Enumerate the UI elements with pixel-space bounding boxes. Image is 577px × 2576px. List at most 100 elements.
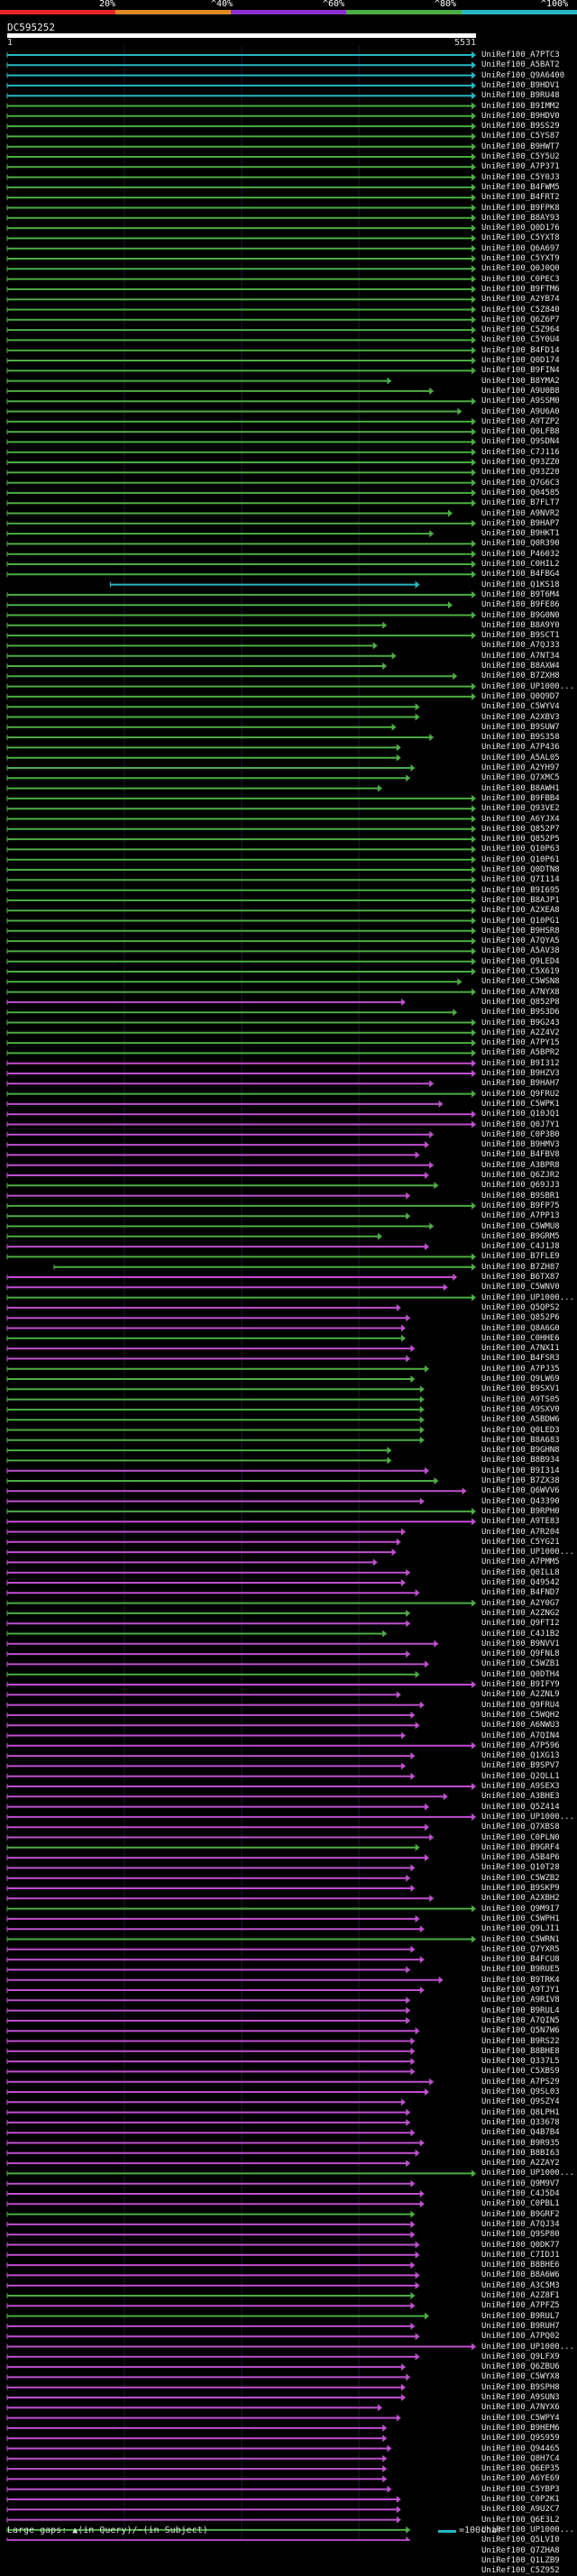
hit-label[interactable]: UniRef100_A5B4P6: [481, 1853, 560, 1863]
hit-label[interactable]: UniRef100_A2XBH2: [481, 1894, 560, 1904]
hit-label[interactable]: UniRef100_A7PY15: [481, 1038, 560, 1048]
hit-label[interactable]: UniRef100_B8AXW4: [481, 662, 560, 671]
hit-label[interactable]: UniRef100_Q8A6G0: [481, 1323, 560, 1333]
hit-label[interactable]: UniRef100_Q9M9I7: [481, 1904, 560, 1914]
hit-label[interactable]: UniRef100_B9GRM5: [481, 1231, 560, 1241]
hit-label[interactable]: UniRef100_B9I695: [481, 885, 560, 895]
hit-label[interactable]: UniRef100_B9HZV3: [481, 1069, 560, 1078]
hit-label[interactable]: UniRef100_Q43390: [481, 1496, 560, 1506]
hit-label[interactable]: UniRef100_Q0J0Q0: [481, 264, 560, 274]
hit-label[interactable]: UniRef100_Q0ILL8: [481, 1567, 560, 1577]
hit-label[interactable]: UniRef100_UP1000...: [481, 1293, 574, 1302]
hit-label[interactable]: UniRef100_B9SS29: [481, 122, 560, 132]
hit-label[interactable]: UniRef100_Q9SZY4: [481, 2097, 560, 2107]
hit-label[interactable]: UniRef100_C5Y0U4: [481, 335, 560, 345]
hit-label[interactable]: UniRef100_B9RU48: [481, 91, 560, 101]
hit-label[interactable]: UniRef100_C5WRN1: [481, 1934, 560, 1944]
hit-label[interactable]: UniRef100_C0HHE6: [481, 1333, 560, 1343]
hit-label[interactable]: UniRef100_B9SBR1: [481, 1191, 560, 1201]
hit-label[interactable]: UniRef100_A3C5M3: [481, 2280, 560, 2290]
hit-label[interactable]: UniRef100_Q1LZB9: [481, 2555, 560, 2565]
hit-label[interactable]: UniRef100_Q9LW69: [481, 1375, 560, 1384]
hit-label[interactable]: UniRef100_B9FP75: [481, 1201, 560, 1210]
hit-label[interactable]: UniRef100_Q9S959: [481, 2434, 560, 2444]
hit-label[interactable]: UniRef100_Q852P7: [481, 824, 560, 834]
hit-label[interactable]: UniRef100_C5WZB2: [481, 1873, 560, 1883]
hit-label[interactable]: UniRef100_Q5N7W6: [481, 2026, 560, 2036]
hit-label[interactable]: UniRef100_P46032: [481, 549, 560, 559]
hit-label[interactable]: UniRef100_A5BDW6: [481, 1415, 560, 1425]
hit-label[interactable]: UniRef100_C0P3B0: [481, 1129, 560, 1139]
hit-label[interactable]: UniRef100_B9S358: [481, 733, 560, 743]
hit-label[interactable]: UniRef100_Q0D176: [481, 224, 560, 233]
hit-label[interactable]: UniRef100_C5XBS9: [481, 2067, 560, 2077]
hit-label[interactable]: UniRef100_Q0J7Y1: [481, 1119, 560, 1129]
hit-label[interactable]: UniRef100_Q2QLL1: [481, 1771, 560, 1781]
hit-label[interactable]: UniRef100_Q93VE2: [481, 804, 560, 814]
hit-label[interactable]: UniRef100_A9SUN3: [481, 2393, 560, 2402]
hit-label[interactable]: UniRef100_B8A6W6: [481, 2270, 560, 2280]
hit-label[interactable]: UniRef100_Q9LJI1: [481, 1924, 560, 1934]
hit-label[interactable]: UniRef100_C7J116: [481, 447, 560, 457]
hit-label[interactable]: UniRef100_A7NT34: [481, 651, 560, 661]
hit-label[interactable]: UniRef100_A2YH97: [481, 763, 560, 772]
hit-label[interactable]: UniRef100_A7NYX6: [481, 2403, 560, 2413]
hit-label[interactable]: UniRef100_Q7G6C3: [481, 478, 560, 488]
hit-label[interactable]: UniRef100_B9R935: [481, 2138, 560, 2148]
hit-label[interactable]: UniRef100_C7IDJ1: [481, 2250, 560, 2260]
hit-label[interactable]: UniRef100_Q5QPS2: [481, 1302, 560, 1312]
hit-label[interactable]: UniRef100_B9S3D6: [481, 1008, 560, 1018]
hit-label[interactable]: UniRef100_B9T6M4: [481, 589, 560, 599]
hit-label[interactable]: UniRef100_Q6E3L2: [481, 2515, 560, 2525]
hit-label[interactable]: UniRef100_Q0R390: [481, 539, 560, 549]
hit-label[interactable]: UniRef100_B9RUH7: [481, 2321, 560, 2331]
hit-label[interactable]: UniRef100_B4FBG4: [481, 570, 560, 580]
hit-label[interactable]: UniRef100_C5WNV0: [481, 1283, 560, 1293]
hit-label[interactable]: UniRef100_C5WPH1: [481, 1914, 560, 1923]
hit-label[interactable]: UniRef100_C5YS87: [481, 132, 560, 142]
hit-label[interactable]: UniRef100_C0HIL2: [481, 560, 560, 569]
hit-label[interactable]: UniRef100_B9HKT1: [481, 529, 560, 539]
hit-label[interactable]: UniRef100_C5WSN8: [481, 977, 560, 987]
hit-label[interactable]: UniRef100_Q49542: [481, 1578, 560, 1587]
hit-label[interactable]: UniRef100_B6TX87: [481, 1273, 560, 1282]
hit-label[interactable]: UniRef100_Q33678: [481, 2117, 560, 2127]
hit-label[interactable]: UniRef100_A7QYA5: [481, 936, 560, 946]
hit-label[interactable]: UniRef100_Q9A6400: [481, 70, 565, 80]
hit-label[interactable]: UniRef100_B7ZH87: [481, 1262, 560, 1272]
hit-label[interactable]: UniRef100_Q0DK77: [481, 2240, 560, 2250]
hit-label[interactable]: UniRef100_C4J5D4: [481, 2189, 560, 2198]
hit-label[interactable]: UniRef100_A2YB74: [481, 295, 560, 305]
hit-label[interactable]: UniRef100_C5WQH2: [481, 1710, 560, 1720]
hit-label[interactable]: UniRef100_A9TJY1: [481, 1986, 560, 1995]
hit-label[interactable]: UniRef100_A9U0B8: [481, 386, 560, 396]
hit-label[interactable]: UniRef100_B8AY93: [481, 213, 560, 223]
hit-label[interactable]: UniRef100_B8AJP1: [481, 895, 560, 905]
hit-label[interactable]: UniRef100_A7P436: [481, 743, 560, 753]
hit-label[interactable]: UniRef100_B7FLT7: [481, 498, 560, 508]
hit-label[interactable]: UniRef100_A7QIN4: [481, 1731, 560, 1740]
hit-label[interactable]: UniRef100_B9SXV1: [481, 1384, 560, 1394]
hit-label[interactable]: UniRef100_UP1000...: [481, 2169, 574, 2179]
hit-label[interactable]: UniRef100_A7QIN5: [481, 2015, 560, 2025]
hit-label[interactable]: UniRef100_C5YBP3: [481, 2484, 560, 2494]
hit-label[interactable]: UniRef100_A9RIV8: [481, 1996, 560, 2005]
hit-label[interactable]: UniRef100_Q93ZZ0: [481, 458, 560, 467]
hit-label[interactable]: UniRef100_B9RUE5: [481, 1965, 560, 1975]
hit-label[interactable]: UniRef100_Q9M9V7: [481, 2179, 560, 2188]
hit-label[interactable]: UniRef100_Q9LED4: [481, 956, 560, 966]
hit-label[interactable]: UniRef100_Q6EP35: [481, 2464, 560, 2474]
hit-label[interactable]: UniRef100_B9I314: [481, 1466, 560, 1475]
hit-label[interactable]: UniRef100_A2ZAY2: [481, 2159, 560, 2169]
hit-label[interactable]: UniRef100_Q9FNL8: [481, 1649, 560, 1659]
hit-label[interactable]: UniRef100_B4FBV8: [481, 1150, 560, 1160]
hit-label[interactable]: UniRef100_A9TE83: [481, 1517, 560, 1527]
hit-label[interactable]: UniRef100_A2Z4V2: [481, 1028, 560, 1037]
hit-label[interactable]: UniRef100_B9RPH0: [481, 1506, 560, 1516]
hit-label[interactable]: UniRef100_Q0LED3: [481, 1425, 560, 1435]
hit-label[interactable]: UniRef100_C5YXT9: [481, 254, 560, 263]
hit-label[interactable]: UniRef100_B9SKP9: [481, 1884, 560, 1893]
hit-label[interactable]: UniRef100_B9GHN8: [481, 1446, 560, 1456]
hit-label[interactable]: UniRef100_A7PJ35: [481, 1364, 560, 1374]
hit-label[interactable]: UniRef100_C5WYX8: [481, 2372, 560, 2382]
